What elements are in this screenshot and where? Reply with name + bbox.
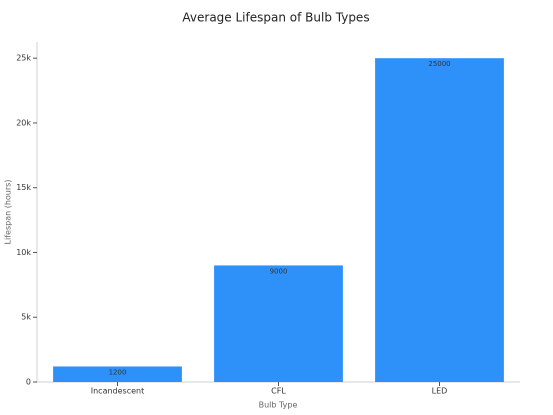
bar — [214, 265, 343, 382]
x-axis-title: Bulb Type — [259, 401, 298, 410]
chart-title: Average Lifespan of Bulb Types — [182, 11, 369, 25]
y-tick-label: 5k — [21, 313, 31, 322]
bar — [375, 58, 504, 382]
y-tick-label: 20k — [16, 118, 31, 127]
value-label: 25000 — [428, 60, 450, 68]
x-tick-label: LED — [432, 387, 448, 396]
x-tick-label: Incandescent — [91, 387, 145, 396]
y-tick-label: 25k — [16, 54, 31, 63]
value-label: 1200 — [109, 368, 127, 376]
y-tick-label: 15k — [16, 183, 31, 192]
y-axis-title: Lifespan (hours) — [4, 180, 13, 245]
x-tick-label: CFL — [271, 387, 286, 396]
y-tick-label: 10k — [16, 248, 31, 257]
value-label: 9000 — [270, 267, 288, 275]
bar — [53, 366, 182, 382]
y-tick-label: 0 — [26, 378, 31, 387]
